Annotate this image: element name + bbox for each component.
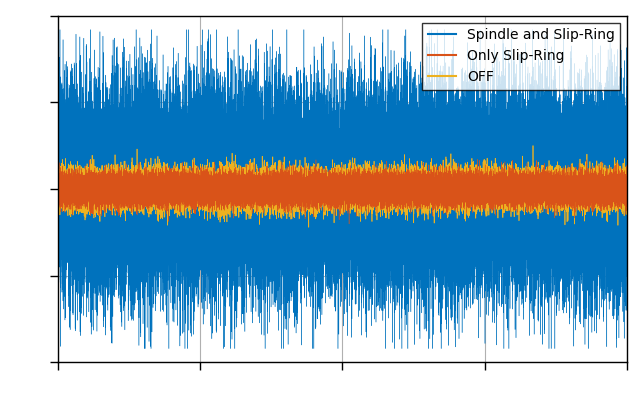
Legend: Spindle and Slip-Ring, Only Slip-Ring, OFF: Spindle and Slip-Ring, Only Slip-Ring, O… (422, 23, 620, 90)
